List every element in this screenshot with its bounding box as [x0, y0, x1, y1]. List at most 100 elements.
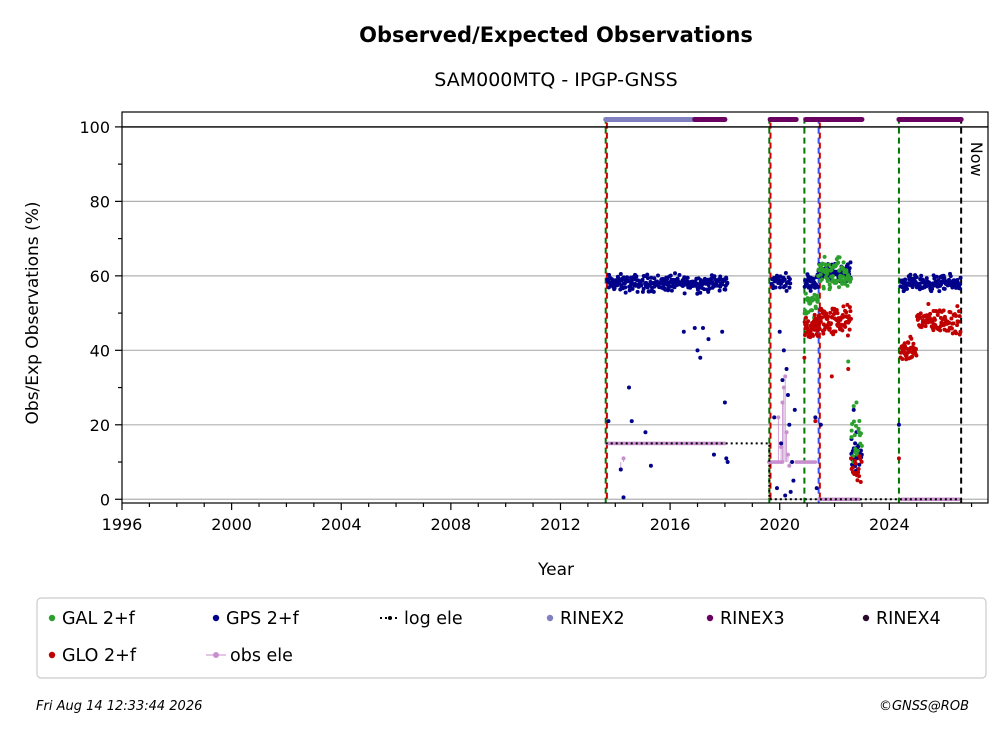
gps-point — [618, 467, 623, 472]
legend-marker-rinex2 — [546, 614, 554, 622]
glo-point — [805, 325, 810, 330]
gal-point — [828, 285, 833, 290]
gal-point — [815, 299, 820, 304]
log-ele-line — [605, 442, 962, 501]
glo-point — [835, 311, 840, 316]
gal-point — [840, 274, 845, 279]
glo-point — [856, 467, 861, 472]
gps-point — [643, 430, 648, 435]
gps-point — [722, 400, 727, 405]
gps-point — [706, 289, 711, 294]
gps-point — [782, 277, 787, 282]
glo-point — [847, 327, 852, 332]
gps-point — [808, 288, 813, 293]
glo-point — [949, 326, 954, 331]
gps-point — [813, 415, 818, 420]
glo-point — [954, 331, 959, 336]
gal-point — [848, 277, 853, 282]
gps-point — [784, 366, 789, 371]
gps-point — [773, 285, 778, 290]
glo-point — [948, 310, 953, 315]
x-tick-label-2024: 2024 — [869, 515, 910, 534]
gal-point — [856, 426, 861, 431]
gps-point — [634, 274, 639, 279]
glo-point — [827, 326, 832, 331]
grid-lines — [122, 126, 988, 500]
gps-point — [787, 285, 792, 290]
gal-point — [821, 286, 826, 291]
obs-ele-point — [776, 415, 781, 420]
gps-point — [783, 493, 788, 498]
gps-point — [787, 277, 792, 282]
glo-point — [821, 331, 826, 336]
glo-point — [813, 419, 818, 424]
glo-point — [817, 327, 822, 332]
glo-point — [957, 314, 962, 319]
gps-point — [623, 290, 628, 295]
glo-point — [900, 356, 905, 361]
gal-point — [815, 296, 820, 301]
legend-label-log_ele: log ele — [404, 609, 463, 629]
gps-point — [858, 448, 863, 453]
y-tick-label-40: 40 — [90, 341, 110, 360]
gps-point — [717, 288, 722, 293]
glo-point — [826, 314, 831, 319]
glo-point — [906, 340, 911, 345]
glo-point — [932, 317, 937, 322]
gal-point — [823, 262, 828, 267]
gps-point — [651, 289, 656, 294]
x-tick-label-2012: 2012 — [540, 515, 581, 534]
glo-point — [806, 319, 811, 324]
gal-point — [852, 433, 857, 438]
gps-point — [905, 286, 910, 291]
legend-label-obs_ele: obs ele — [230, 646, 293, 666]
gal-point — [839, 278, 844, 283]
gps-point — [785, 393, 790, 398]
gps-point — [804, 281, 809, 286]
legend-label-glo: GLO 2+f — [62, 646, 137, 666]
legend-marker-dot — [388, 616, 392, 620]
gps-point — [791, 478, 796, 483]
gal-point — [819, 277, 824, 282]
gps-point — [811, 276, 816, 281]
glo-point — [811, 333, 816, 338]
gps-point — [936, 278, 941, 283]
glo-point — [918, 311, 923, 316]
glo-point — [935, 313, 940, 318]
gal-point — [849, 435, 854, 440]
gps-point — [617, 281, 622, 286]
gps-point — [779, 441, 784, 446]
legend-entry-gal: GAL 2+f — [48, 609, 136, 629]
gal-point — [840, 281, 845, 286]
glo-point — [926, 302, 931, 307]
gps-point — [724, 456, 729, 461]
glo-point — [841, 304, 846, 309]
glo-point — [857, 474, 862, 479]
gps-point — [903, 277, 908, 282]
glo-point — [955, 304, 960, 309]
gps-point — [698, 355, 703, 360]
legend-entry-glo: GLO 2+f — [48, 646, 137, 666]
glo-point — [853, 461, 858, 466]
glo-point — [938, 328, 943, 333]
gps-point — [788, 489, 793, 494]
gps-point — [818, 422, 823, 427]
gps-point — [958, 282, 963, 287]
gal-point — [836, 285, 841, 290]
gal-point — [818, 272, 823, 277]
glo-point — [833, 329, 838, 334]
gps-point — [645, 272, 650, 277]
gal-point — [857, 418, 862, 423]
legend-marker-dot — [213, 652, 219, 658]
gps-point — [692, 325, 697, 330]
gps-point — [847, 266, 852, 271]
gps-point — [700, 325, 705, 330]
x-tick-label-1996: 1996 — [102, 515, 143, 534]
gps-point — [645, 276, 650, 281]
gps-point — [919, 273, 924, 278]
gps-point — [780, 378, 785, 383]
legend-entry-log_ele: log ele — [380, 609, 463, 629]
gal-point — [822, 254, 827, 259]
legend-label-gps: GPS 2+f — [226, 609, 300, 629]
legend-frame — [36, 597, 987, 679]
